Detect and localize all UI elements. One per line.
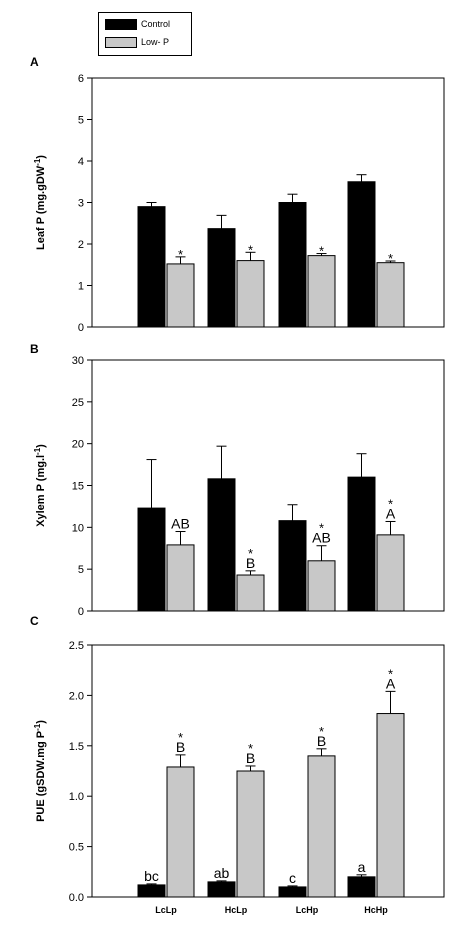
group-letter: ab [214,865,230,881]
x-tick-label: HcHp [364,905,388,915]
bar-lowp [236,260,265,328]
significance-star: * [248,546,253,561]
significance-star: * [319,521,324,536]
bar-control [347,876,376,898]
group-letter: bc [144,868,159,884]
bar-control [207,478,236,612]
bar-lowp [236,574,265,612]
legend-swatch-control [105,18,137,30]
y-tick-label: 5 [78,115,84,127]
bar-lowp [307,560,336,612]
bar-lowp [166,544,195,612]
y-tick-label: 30 [72,355,84,367]
bar-control [278,520,307,612]
group-letter: A [386,505,396,521]
y-tick-label: 3 [78,198,84,210]
legend-item-lowp: Low- P [105,36,169,48]
bar-control [278,886,307,898]
significance-star: * [319,244,324,259]
bar-lowp [307,255,336,328]
significance-star: * [319,724,324,739]
panel-letter: A [30,55,39,69]
significance-star: * [388,666,393,681]
bar-control [137,884,166,898]
x-tick-label: LcLp [155,905,177,915]
group-letter: B [246,555,255,571]
group-letter: B [246,750,255,766]
bar-control [137,206,166,328]
bar-lowp [376,534,405,612]
y-tick-label: 2 [78,239,84,251]
y-tick-label: 15 [72,481,84,493]
legend-swatch-lowp [105,36,137,48]
y-tick-label: 1.0 [69,791,84,803]
y-tick-label: 1.5 [69,741,84,753]
bar-control [347,476,376,612]
bar-control [207,228,236,328]
significance-star: * [388,496,393,511]
y-axis-label: Leaf P (mg.gDW-1) [33,155,47,250]
x-tick-label: LcHp [296,905,319,915]
group-letter: AB [171,516,190,532]
y-tick-label: 0.5 [69,842,84,854]
group-letter: B [317,733,326,749]
significance-star: * [178,247,183,262]
panel-letter: C [30,614,39,628]
y-tick-label: 2.0 [69,690,84,702]
y-tick-label: 20 [72,439,84,451]
bar-lowp [166,263,195,328]
y-tick-label: 6 [78,73,84,85]
y-tick-label: 25 [72,397,84,409]
legend: Control Low- P [98,12,192,56]
group-letter: c [289,870,296,886]
bar-control [137,507,166,612]
bar-lowp [376,713,405,898]
y-tick-label: 0.0 [69,892,84,904]
y-tick-label: 5 [78,564,84,576]
y-tick-label: 0 [78,606,84,618]
bar-lowp [307,755,336,898]
bar-control [347,181,376,328]
plot-frame [91,644,445,898]
group-letter: A [386,675,396,691]
bar-control [278,202,307,328]
bar-lowp [166,766,195,898]
y-tick-label: 0 [78,322,84,334]
y-axis-label: Xylem P (mg.l-1) [33,444,47,527]
bar-lowp [376,262,405,328]
significance-star: * [248,741,253,756]
group-letter: B [176,739,185,755]
y-axis-label: PUE (gSDW.mg P-1) [33,720,47,822]
bar-lowp [236,770,265,898]
significance-star: * [178,730,183,745]
legend-label-control: Control [141,19,171,29]
group-letter: a [358,859,366,875]
panel-letter: B [30,342,39,356]
significance-star: * [248,242,253,257]
bar-control [207,881,236,898]
y-tick-label: 10 [72,522,84,534]
y-tick-label: 4 [78,156,84,168]
significance-star: * [388,251,393,266]
legend-item-control: Control [105,18,170,30]
y-tick-label: 2.5 [69,640,84,652]
y-tick-label: 1 [78,281,84,293]
legend-label-lowp: Low- P [141,37,170,47]
x-tick-label: HcLp [225,905,248,915]
group-letter: AB [312,530,331,546]
